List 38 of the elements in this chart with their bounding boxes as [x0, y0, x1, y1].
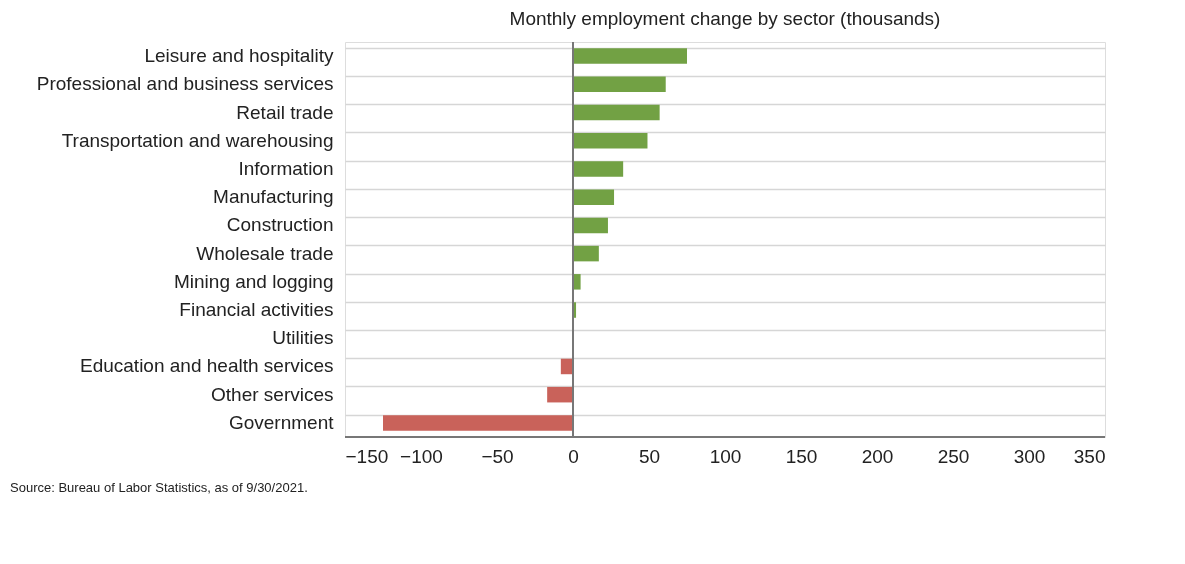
- y-tick-label: Mining and logging: [173, 270, 334, 292]
- bar: [573, 274, 581, 290]
- x-tick-label: 50: [638, 445, 661, 467]
- x-tick-label: 300: [1013, 445, 1046, 467]
- x-tick-label: −50: [481, 445, 514, 467]
- y-tick-label: Information: [238, 157, 334, 179]
- bar: [573, 132, 648, 149]
- y-tick-label: Retail trade: [236, 101, 334, 123]
- chart-title: Monthly employment change by sector (thousands): [509, 8, 941, 29]
- x-tick-label: 0: [568, 445, 579, 467]
- x-tick-label: −100: [400, 445, 443, 467]
- y-tick-label: Financial activities: [179, 299, 334, 321]
- y-tick-label: Professional and business services: [36, 73, 334, 95]
- y-tick-label: Education and health services: [80, 355, 334, 377]
- bar: [547, 386, 573, 403]
- bar: [573, 104, 660, 121]
- y-tick-label: Wholesale trade: [196, 242, 334, 264]
- y-tick-label: Leisure and hospitality: [144, 45, 334, 67]
- bar: [573, 217, 608, 234]
- y-tick-label: Utilities: [272, 327, 334, 349]
- x-tick-label: 100: [709, 445, 742, 467]
- bar: [573, 161, 624, 177]
- x-tick-label: 200: [861, 445, 894, 467]
- x-tick-label: 250: [937, 445, 970, 467]
- y-tick-label: Manufacturing: [213, 186, 334, 208]
- x-tick-label: 150: [785, 445, 818, 467]
- x-tick-label: 350: [1073, 445, 1106, 467]
- y-tick-label: Transportation and warehousing: [61, 129, 334, 151]
- bar: [573, 189, 615, 205]
- bar: [573, 245, 599, 262]
- source-note: Source: Bureau of Labor Statistics, as of 9/30/2021.: [10, 480, 308, 495]
- y-tick-label: Construction: [226, 214, 334, 236]
- x-tick-label: −150: [345, 445, 389, 467]
- bar: [573, 48, 687, 64]
- bar: [383, 415, 573, 431]
- y-tick-label: Other services: [211, 383, 334, 405]
- bar: [573, 76, 666, 93]
- y-tick-label: Government: [228, 411, 335, 433]
